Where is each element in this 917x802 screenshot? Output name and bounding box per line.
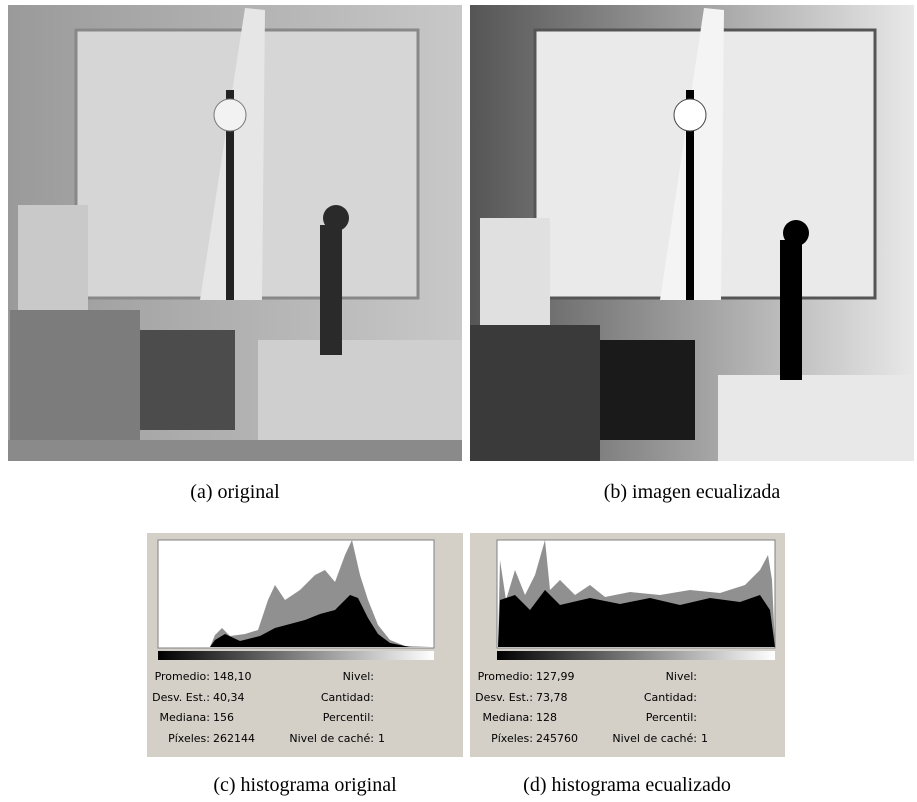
stat-label: Píxeles: (168, 732, 210, 745)
stat-label: Desv. Est.: (475, 691, 533, 704)
field-value: 1 (378, 732, 385, 745)
field-label: Cantidad: (644, 691, 697, 704)
stat-label: Mediana: (483, 711, 533, 724)
field-label: Percentil: (323, 711, 374, 724)
caption: (c) histograma original (213, 774, 397, 796)
stat-label: Mediana: (160, 711, 210, 724)
field-label: Percentil: (646, 711, 697, 724)
stat-label: Promedio: (155, 670, 210, 683)
figure: (a) original (b) imagen ecualizada (c) h… (0, 0, 917, 802)
caption: (a) original (190, 481, 280, 503)
caption: (b) imagen ecualizada (604, 481, 781, 503)
stat-label: Promedio: (478, 670, 533, 683)
photo-original (8, 5, 462, 461)
stat-value: 127,99 (536, 670, 575, 683)
stat-label: Píxeles: (491, 732, 533, 745)
photo-equalized (470, 5, 914, 461)
field-label: Nivel: (343, 670, 374, 683)
stat-value: 262144 (213, 732, 255, 745)
stat-label: Desv. Est.: (152, 691, 210, 704)
stat-value: 245760 (536, 732, 578, 745)
field-label: Nivel de caché: (289, 732, 374, 745)
stat-value: 73,78 (536, 691, 568, 704)
field-label: Cantidad: (321, 691, 374, 704)
stat-value: 40,34 (213, 691, 245, 704)
field-label: Nivel de caché: (612, 732, 697, 745)
stat-value: 148,10 (213, 670, 252, 683)
stat-value: 156 (213, 711, 234, 724)
caption: (d) histograma ecualizado (523, 774, 731, 796)
field-value: 1 (701, 732, 708, 745)
field-label: Nivel: (666, 670, 697, 683)
page: (a) original (b) imagen ecualizada (c) h… (0, 0, 917, 802)
stat-value: 128 (536, 711, 557, 724)
